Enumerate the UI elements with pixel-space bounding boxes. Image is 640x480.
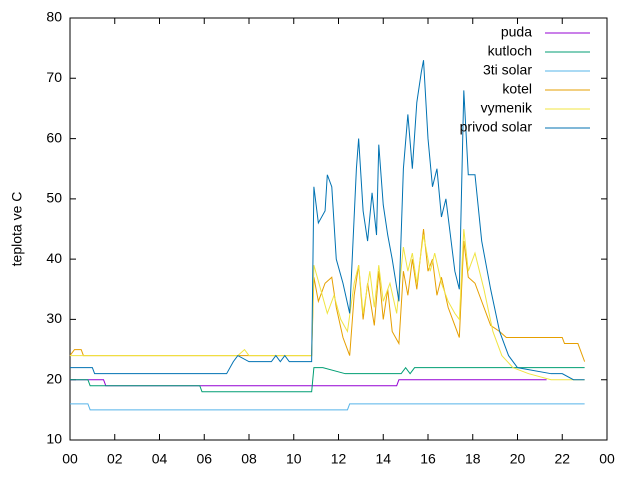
- legend-label: kutloch: [488, 43, 532, 59]
- y-tick-label: 10: [46, 431, 62, 447]
- x-tick-label: 00: [599, 451, 615, 467]
- x-tick-label: 08: [241, 451, 257, 467]
- x-tick-label: 12: [331, 451, 347, 467]
- series-line: [70, 60, 585, 381]
- y-tick-label: 60: [46, 129, 62, 145]
- series-line: [70, 379, 547, 387]
- series-line: [70, 228, 585, 381]
- series-line: [70, 403, 585, 411]
- y-tick-label: 20: [46, 370, 62, 386]
- y-tick-label: 70: [46, 69, 62, 85]
- y-tick-label: 40: [46, 250, 62, 266]
- legend-label: 3ti solar: [483, 62, 532, 78]
- x-tick-label: 18: [465, 451, 481, 467]
- y-tick-label: 80: [46, 9, 62, 25]
- x-tick-label: 02: [107, 451, 123, 467]
- legend-label: kotel: [502, 81, 532, 97]
- y-tick-label: 30: [46, 310, 62, 326]
- x-tick-label: 06: [196, 451, 212, 467]
- x-tick-label: 22: [554, 451, 570, 467]
- x-tick-label: 16: [420, 451, 436, 467]
- legend-label: vymenik: [481, 100, 533, 116]
- y-tick-label: 50: [46, 190, 62, 206]
- series-line: [69, 228, 586, 362]
- x-tick-label: 14: [375, 451, 391, 467]
- legend-label: privod solar: [460, 119, 533, 135]
- x-tick-label: 20: [510, 451, 526, 467]
- x-tick-label: 10: [286, 451, 302, 467]
- y-axis-label: teplota ve C: [9, 192, 25, 267]
- x-tick-label: 00: [62, 451, 78, 467]
- x-tick-label: 04: [152, 451, 168, 467]
- series-line: [70, 366, 585, 393]
- legend-label: puda: [501, 24, 532, 40]
